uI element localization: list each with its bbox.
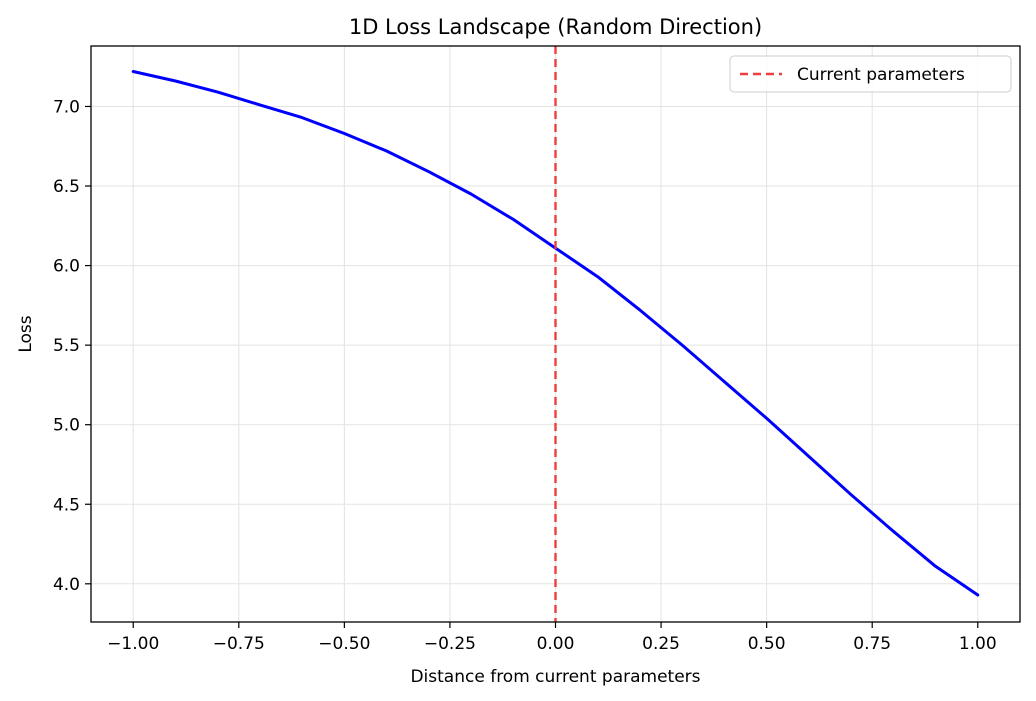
x-tick-label: −0.25	[424, 634, 476, 654]
x-tick-label: 0.25	[642, 634, 680, 654]
y-tick-label: 4.5	[53, 495, 80, 515]
x-tick-label: −1.00	[107, 634, 159, 654]
legend-label-current-parameters: Current parameters	[797, 65, 965, 85]
x-tick-label: −0.75	[213, 634, 265, 654]
series-layer	[131, 46, 980, 622]
y-axis-label: Loss	[16, 315, 36, 352]
x-tick-label: 0.00	[537, 634, 575, 654]
y-tick-label: 6.0	[53, 257, 80, 277]
legend: Current parameters	[729, 55, 1012, 93]
x-tick-label: 0.50	[748, 634, 786, 654]
x-axis-ticks: −1.00 −0.75 −0.50 −0.25 0.00 0.25 0.50 0.75 1.00	[107, 622, 997, 654]
y-tick-label: 7.0	[53, 97, 80, 117]
x-tick-label: −0.50	[318, 634, 370, 654]
legend-box	[729, 55, 1012, 93]
y-tick-label: 5.5	[53, 336, 80, 356]
x-tick-label: 1.00	[959, 634, 997, 654]
y-axis-ticks: 4.0 4.5 5.0 5.5 6.0 6.5 7.0	[53, 97, 91, 595]
x-axis-label: Distance from current parameters	[410, 667, 700, 687]
chart-title: 1D Loss Landscape (Random Direction)	[349, 15, 762, 39]
y-tick-label: 6.5	[53, 177, 80, 197]
y-tick-label: 5.0	[53, 416, 80, 436]
y-tick-label: 4.0	[53, 575, 80, 595]
x-tick-label: 0.75	[853, 634, 891, 654]
